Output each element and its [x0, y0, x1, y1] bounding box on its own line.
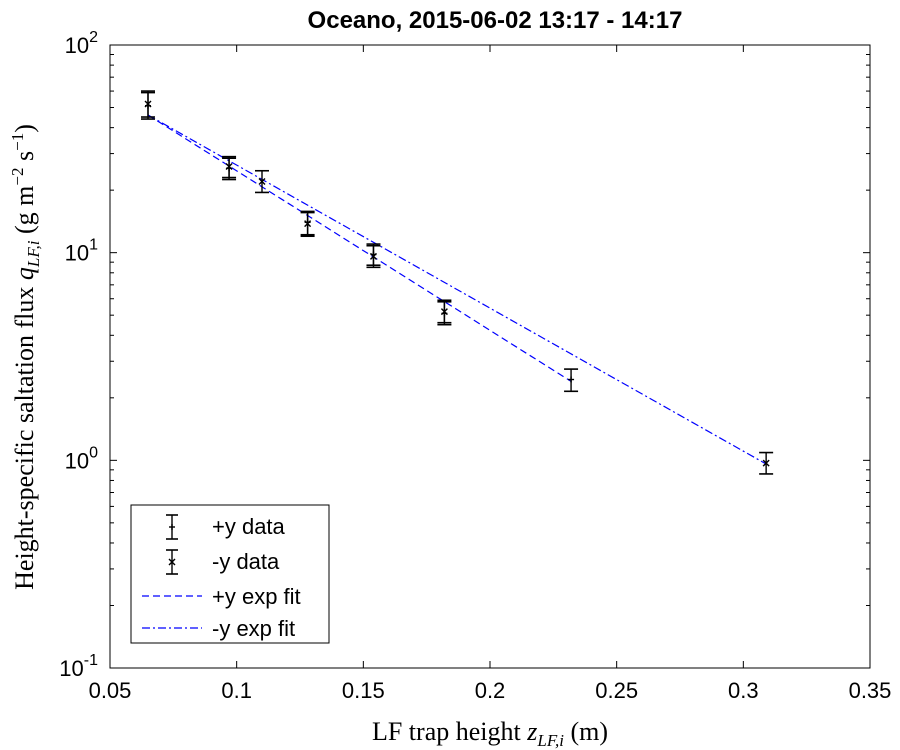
y-tick-label: 102	[65, 29, 98, 58]
y-tick-label: 10-1	[59, 652, 98, 681]
fit-line-plus-y	[147, 114, 572, 382]
marker-stroke	[258, 178, 266, 186]
legend-label: -y exp fit	[212, 616, 295, 641]
x-tick-label: 0.2	[475, 678, 506, 703]
legend-label: -y data	[212, 549, 280, 574]
data-point-minus-y	[369, 252, 377, 260]
y-tick-label: 101	[65, 237, 98, 266]
legend-marker	[168, 558, 176, 566]
x-axis-label: LF trap height zLF,i (m)	[372, 717, 608, 750]
data-point-minus-y	[440, 308, 448, 316]
legend-label: +y exp fit	[212, 584, 301, 609]
x-tick-label: 0.25	[595, 678, 638, 703]
data-points	[141, 90, 774, 475]
y-axis: 10-1 100 101 102	[59, 29, 870, 681]
data-point-minus-y	[762, 459, 770, 467]
legend-marker	[169, 524, 175, 530]
x-tick-label: 0.1	[221, 678, 252, 703]
x-axis: 0.05 0.1 0.15 0.2 0.25 0.3 0.35	[89, 45, 892, 703]
x-tick-label: 0.05	[89, 678, 132, 703]
data-point-minus-y	[258, 178, 266, 186]
data-point-plus-y	[568, 376, 575, 383]
marker-stroke	[168, 558, 176, 566]
legend-plus-marker-icon	[166, 514, 178, 540]
marker-stroke	[440, 308, 448, 316]
data-point-minus-y	[144, 100, 152, 108]
fit-lines	[147, 114, 767, 465]
x-tick-label: 0.35	[849, 678, 892, 703]
legend-x-marker-icon	[166, 549, 178, 575]
marker-stroke	[369, 252, 377, 260]
data-point-minus-y	[225, 162, 233, 170]
chart-title: Oceano, 2015-06-02 13:17 - 14:17	[308, 7, 683, 34]
marker-stroke	[762, 459, 770, 467]
marker-stroke	[304, 220, 312, 228]
fit-line-minus-y	[147, 114, 767, 465]
data-point-minus-y	[304, 220, 312, 228]
legend-label: +y data	[212, 514, 286, 539]
y-tick-label: 100	[65, 444, 98, 473]
marker-stroke	[144, 100, 152, 108]
marker-stroke	[225, 162, 233, 170]
legend: +y data -y data +y exp fit -y exp fit	[130, 504, 330, 644]
legend-box	[130, 504, 330, 644]
legend-item-minus-fit: -y exp fit	[142, 616, 295, 641]
y-axis-label: Height-specific saltation flux qLF,i (g …	[8, 124, 43, 590]
x-tick-label: 0.15	[342, 678, 385, 703]
legend-item-minus-data: -y data	[166, 549, 280, 575]
x-tick-label: 0.3	[728, 678, 759, 703]
legend-item-plus-fit: +y exp fit	[142, 584, 301, 609]
legend-item-plus-data: +y data	[166, 514, 286, 540]
